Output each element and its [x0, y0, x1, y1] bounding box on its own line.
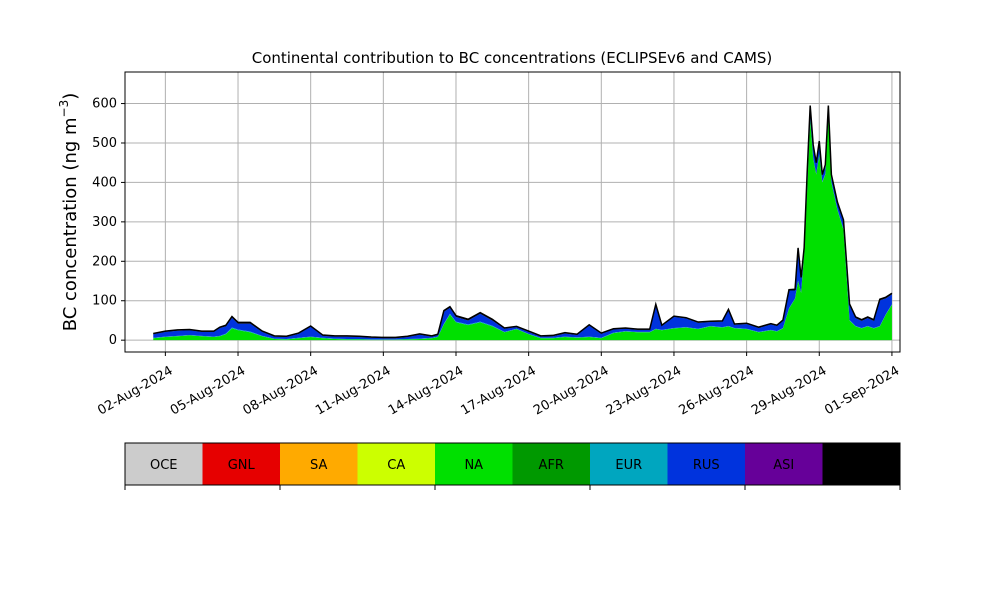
legend-label: OCE	[150, 458, 178, 473]
y-tick-label: 0	[109, 333, 117, 348]
y-tick-label: 600	[92, 97, 117, 112]
legend-swatch-gnl	[202, 443, 280, 485]
x-tick-label: 26-Aug-2024	[676, 363, 756, 418]
legend-swatch-rus	[667, 443, 745, 485]
x-tick-label: 08-Aug-2024	[241, 363, 321, 418]
x-tick-label: 14-Aug-2024	[386, 363, 466, 418]
plot-area	[124, 71, 901, 353]
x-tick-label: 29-Aug-2024	[749, 363, 829, 418]
legend-label: SA	[310, 458, 327, 473]
x-tick-label: 11-Aug-2024	[313, 363, 393, 418]
legend-label: RUS	[693, 458, 720, 473]
plot-frame	[124, 71, 901, 353]
legend-swatch-asi	[745, 443, 823, 485]
y-tick-label: 400	[92, 175, 117, 190]
legend-label: NA	[464, 458, 483, 473]
legend-swatch-aus	[822, 443, 900, 485]
legend-frame	[124, 442, 901, 486]
legend-colorbar: OCE GNL SA CA NA AFR EUR RUS ASI AUS	[124, 442, 901, 490]
legend-swatch-eur	[590, 443, 668, 485]
area-na	[153, 115, 892, 341]
x-axis: 02-Aug-202405-Aug-202408-Aug-202411-Aug-…	[95, 352, 902, 419]
y-axis: 0 100 200 300 400 500 600	[92, 97, 125, 348]
y-axis-label: BC concentration (ng m−3)	[57, 93, 81, 332]
legend-swatch-sa	[280, 443, 358, 485]
legend-label: GNL	[228, 458, 256, 473]
area-series	[153, 105, 893, 341]
x-tick-label: 01-Sep-2024	[822, 363, 902, 418]
legend-swatch-afr	[512, 443, 590, 485]
legend-label: CA	[387, 458, 405, 473]
legend-label: AUS	[848, 458, 875, 473]
legend-swatch-na	[435, 443, 513, 485]
x-tick-label: 20-Aug-2024	[531, 363, 611, 418]
legend-swatch-ca	[357, 443, 435, 485]
y-axis-label-end: )	[60, 93, 81, 100]
y-tick-label: 100	[92, 294, 117, 309]
x-tick-label: 17-Aug-2024	[459, 363, 539, 418]
y-tick-label: 200	[92, 254, 117, 269]
y-axis-label-exponent: −3	[57, 100, 71, 118]
total-outline	[153, 105, 893, 339]
x-tick-label: 23-Aug-2024	[604, 363, 684, 418]
legend-swatch-oce	[125, 443, 203, 485]
legend-label: ASI	[773, 458, 794, 473]
y-tick-label: 300	[92, 215, 117, 230]
legend-label: AFR	[539, 458, 564, 473]
chart-title: Continental contribution to BC concentra…	[252, 49, 773, 67]
y-axis-label-main: BC concentration (ng m	[60, 117, 81, 331]
y-tick-label: 500	[92, 136, 117, 151]
x-tick-label: 05-Aug-2024	[168, 363, 248, 418]
grid	[125, 72, 900, 352]
legend-label: EUR	[615, 458, 642, 473]
x-tick-label: 02-Aug-2024	[95, 363, 175, 418]
plot-frame-bg	[125, 72, 900, 352]
